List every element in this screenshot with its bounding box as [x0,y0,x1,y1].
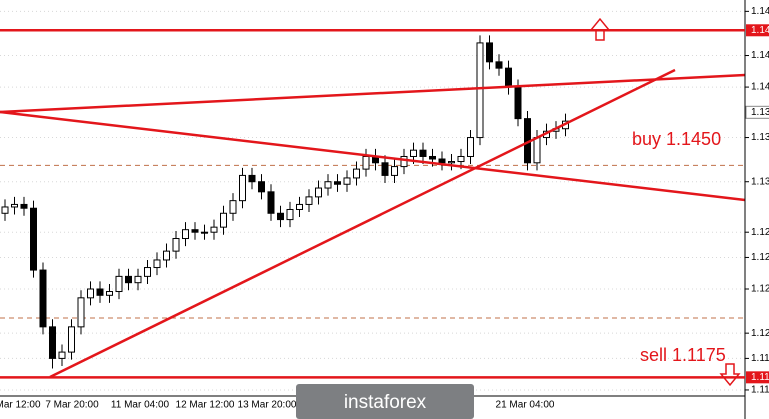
candle-body [248,174,256,183]
candle-body [305,196,313,205]
candle-body [191,229,199,233]
candle-body [486,42,493,63]
candle-body [163,250,170,261]
candle-body [514,86,522,120]
candle-body [296,203,303,210]
candle-body [476,42,484,139]
y-tick-label: 1.11 [751,385,769,396]
y-tick-label: 1.12 [751,227,769,238]
y-tick-label: 1.12 [751,328,769,339]
candle-body [11,203,18,208]
candle-body [68,326,75,353]
candle-body [324,181,332,189]
candle-body [134,275,142,284]
last-price-box [745,105,769,119]
candle-body [258,181,265,193]
y-tick-label: 1.14 [751,50,769,61]
x-tick-label: Mar 12:00 [0,400,41,411]
level-price-label: 1.11 [751,372,769,383]
candle-body [286,208,294,221]
candle-body [201,231,208,234]
candle-body [210,226,218,233]
down-arrow [719,363,741,387]
candle-body [153,259,161,269]
trend-line [49,68,676,379]
candle-body [448,161,455,164]
candle-body [39,269,47,328]
candle-body [467,137,474,157]
candle-body [277,212,284,221]
y-tick-label: 1.14 [751,82,769,93]
candle-body [96,288,104,296]
candle-body [144,267,151,277]
candle-body [172,238,180,252]
candle-body [220,212,227,228]
candle-body [334,181,341,185]
candle-body [381,162,389,176]
candle-body [87,288,94,299]
candle-body [58,351,66,359]
candle-body [315,187,322,198]
candle-body [495,61,503,69]
x-tick-label: 12 Mar 12:00 [176,400,235,411]
level-annotation: sell 1.1175 [640,345,726,365]
candle-body [229,200,237,214]
candle-body [438,158,446,164]
candle-body [182,229,189,240]
trend-line [0,110,746,202]
candle-body [125,275,132,284]
candle-body [77,297,85,328]
watermark: instaforex [344,392,427,413]
level-price-label: 1.14 [751,25,769,36]
y-tick-label: 1.13 [751,132,769,143]
candle-body [410,149,417,157]
trend-line [0,73,746,114]
x-tick-label: 11 Mar 04:00 [111,400,170,411]
x-tick-label: 7 Mar 20:00 [45,400,99,411]
candle-body [20,203,28,209]
candle-body [391,166,398,176]
candle-body [505,67,512,88]
last-price-label: 1.13 [751,107,769,118]
y-tick-label: 1.13 [751,176,769,187]
candle-body [267,191,275,214]
x-tick-label: 13 Mar 20:00 [238,400,297,411]
candle-body [239,174,246,202]
y-tick-label: 1.11 [751,353,769,364]
level-annotation: buy 1.1450 [632,129,721,149]
y-tick-label: 1.12 [751,284,769,295]
candle-body [353,168,360,179]
watermark-box [296,384,474,419]
candle-body [106,291,113,296]
candle-body [115,275,123,293]
candle-body [1,206,9,214]
candle-body [49,326,56,359]
candle-body [362,155,370,170]
candle-body [400,155,408,168]
level-price-box [746,24,769,37]
candle-body [429,155,436,160]
x-tick-label: 21 Mar 04:00 [496,400,555,411]
y-tick-label: 1.12 [751,252,769,263]
candle-body [30,207,37,271]
candle-body [419,149,427,157]
y-tick-label: 1.14 [751,6,769,17]
candle-body [457,155,465,163]
candle-body [343,177,351,185]
candle-body [533,137,541,164]
level-price-box [746,371,769,384]
